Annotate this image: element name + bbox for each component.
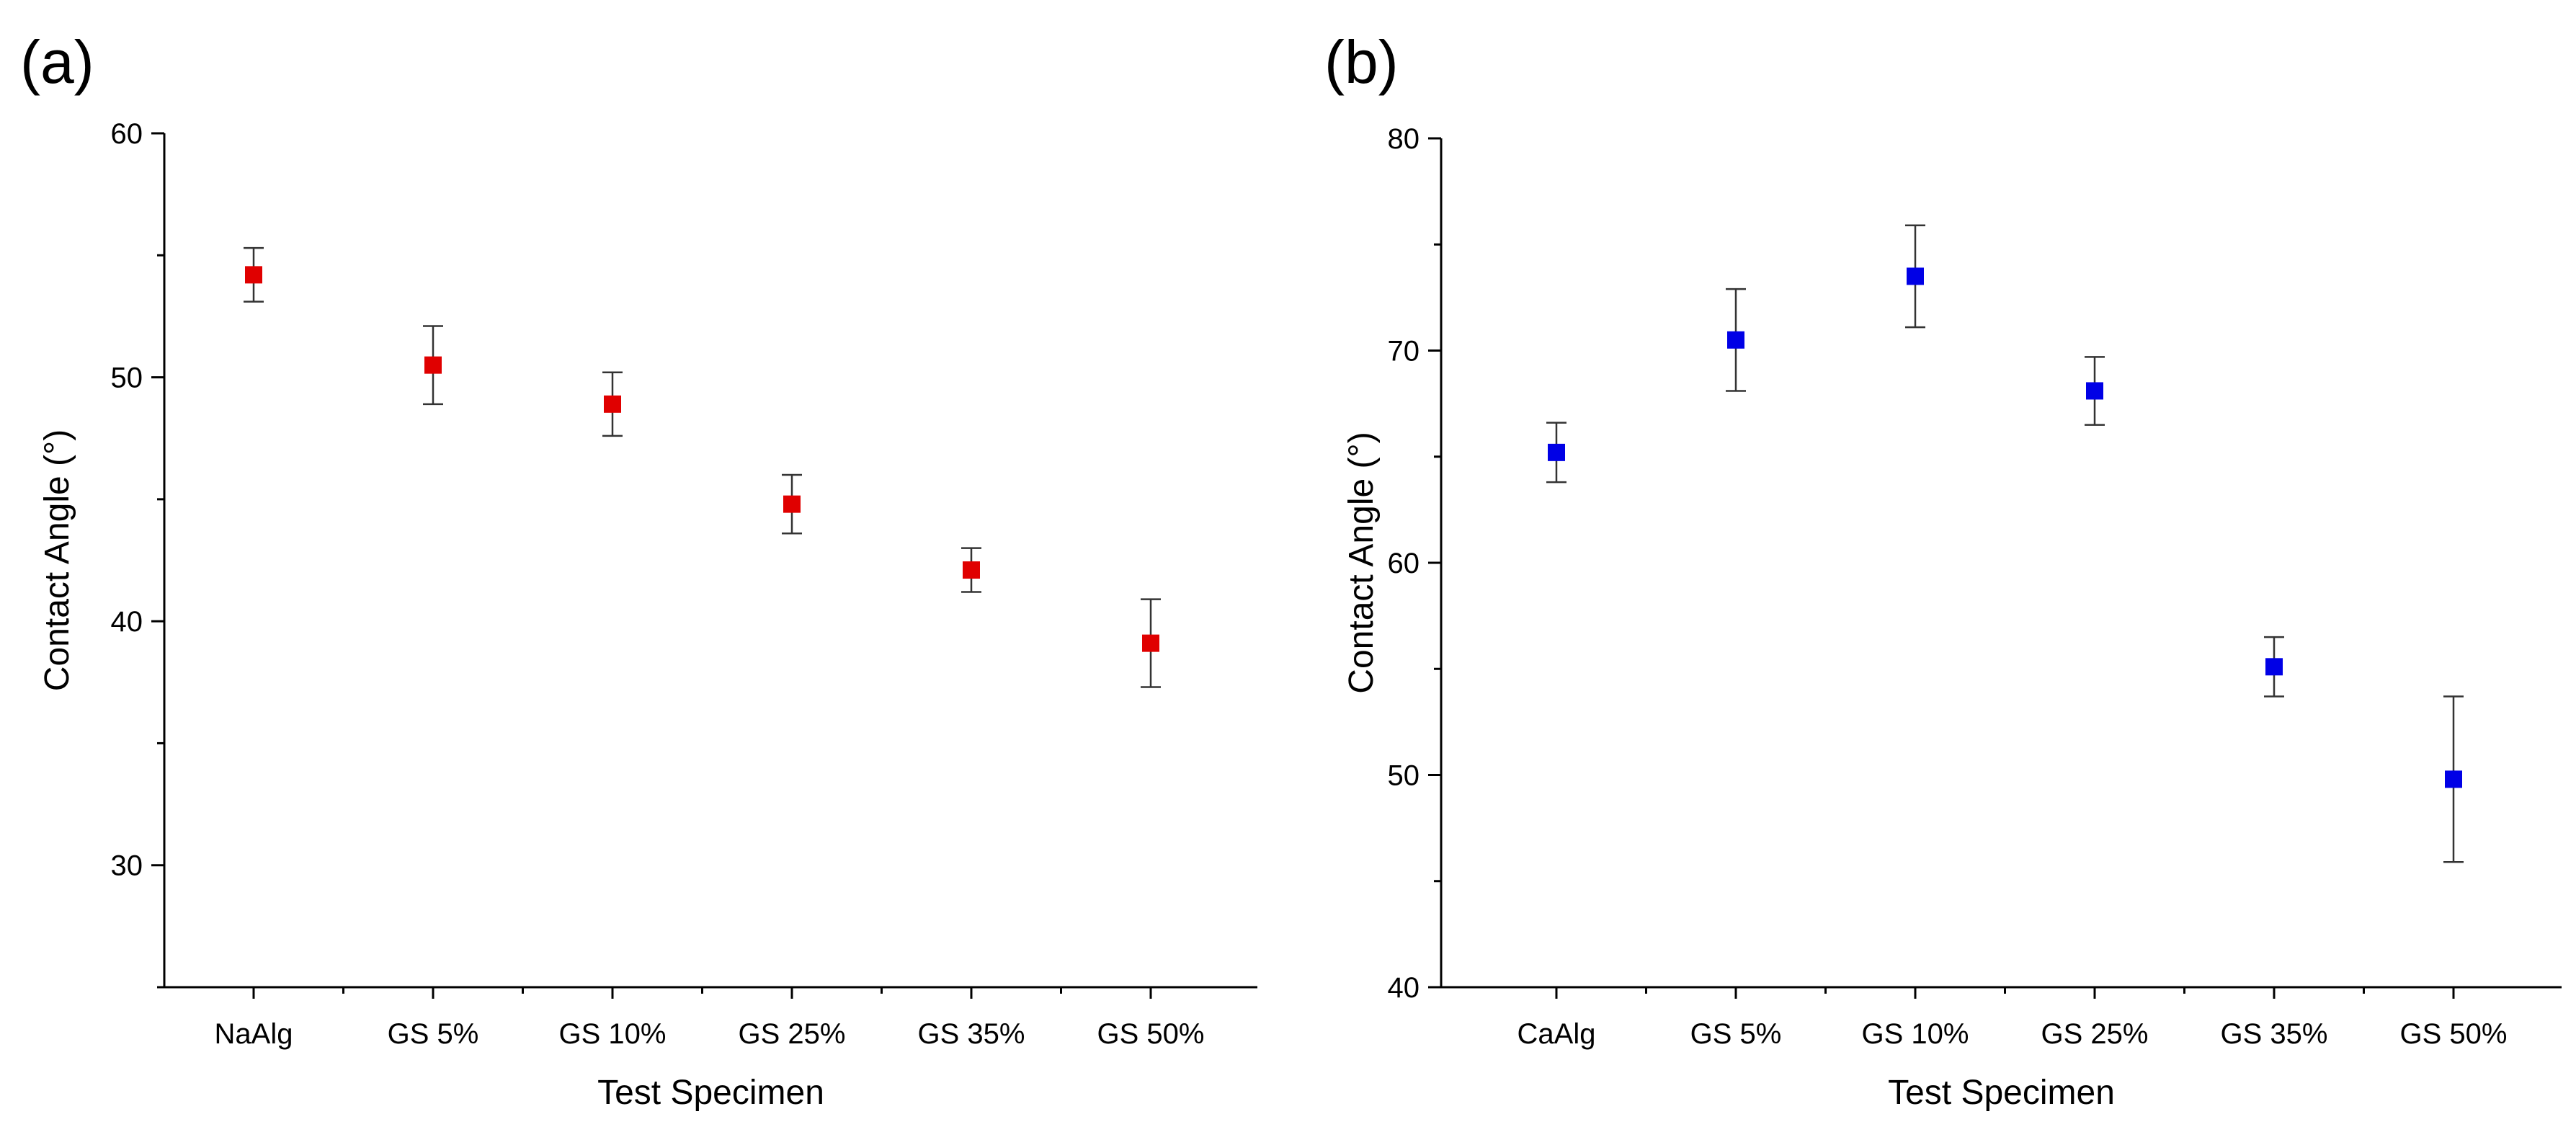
y-tick-label: 50 [111,362,143,394]
y-tick-label: 40 [111,606,143,638]
x-tick-label: GS 25% [739,1018,846,1050]
y-tick-label: 30 [111,850,143,882]
data-point [1727,331,1744,349]
data-point [604,395,621,413]
y-tick-label: 60 [1388,548,1420,579]
data-point [1907,267,1924,285]
x-tick-label: GS 50% [2400,1018,2508,1050]
y-tick-label: 40 [1388,972,1420,1004]
x-tick-label: GS 50% [1097,1018,1205,1050]
x-tick-label: NaAlg [215,1018,293,1050]
x-tick-label: GS 35% [2221,1018,2328,1050]
data-point [424,356,442,374]
data-point [2086,382,2103,400]
panel-label: (a) [20,28,94,96]
y-axis-title: Contact Angle (°) [38,429,76,691]
x-tick-label: CaAlg [1517,1018,1596,1050]
x-tick-label: GS 5% [388,1018,479,1050]
data-point [963,561,980,579]
y-tick-label: 60 [111,118,143,150]
x-axis-title: Test Specimen [1888,1074,2115,1112]
y-tick-label: 70 [1388,336,1420,368]
chart-panel-b: (b) 40 50 60 70 80 CaAlg GS 5% GS 10% GS 25% GS 35… [1324,28,2562,1112]
x-tick-label: GS 35% [918,1018,1025,1050]
data-point [2445,770,2462,788]
x-tick-label: GS 10% [1862,1018,1969,1050]
x-tick-label: GS 5% [1690,1018,1782,1050]
x-tick-label: GS 25% [2041,1018,2149,1050]
y-tick-label: 80 [1388,123,1420,155]
x-axis-title: Test Specimen [597,1074,824,1112]
y-axis-title: Contact Angle (°) [1342,432,1381,693]
data-point [2265,658,2283,676]
data-point [783,495,801,513]
chart-panel-a: (a) 30 40 50 60 NaAlg GS 5% GS 10% GS 25% GS 35% G… [20,28,1257,1112]
data-point [245,266,262,284]
y-tick-label: 50 [1388,760,1420,792]
data-point [1548,443,1565,461]
panel-label: (b) [1324,28,1399,96]
data-point [1142,634,1159,652]
x-tick-label: GS 10% [559,1018,667,1050]
